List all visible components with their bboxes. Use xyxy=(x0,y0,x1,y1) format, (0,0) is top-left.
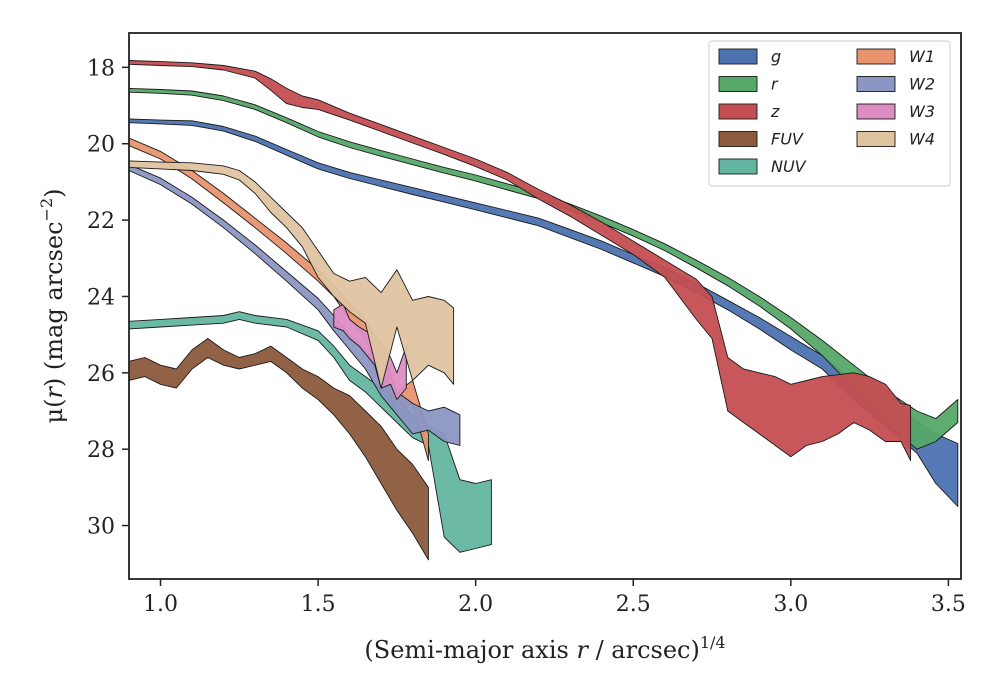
legend-label-g: g xyxy=(771,47,781,66)
legend-swatch-z xyxy=(718,103,758,120)
y-tick-label: 26 xyxy=(87,362,115,387)
legend-label-nuv: NUV xyxy=(771,157,807,176)
band-r xyxy=(129,87,959,450)
band-fuv xyxy=(129,338,429,561)
legend-swatch-w3 xyxy=(856,103,896,120)
legend-label-w4: W4 xyxy=(909,130,935,149)
legend-swatch-fuv xyxy=(718,131,758,147)
band-g xyxy=(129,118,959,507)
x-tick-label: 3.5 xyxy=(931,592,966,617)
band-w1 xyxy=(129,137,429,462)
legend-swatch-w2 xyxy=(856,76,896,92)
legend-label-z: z xyxy=(770,102,780,121)
legend-swatch-g xyxy=(718,48,758,65)
legend-swatch-w4 xyxy=(856,131,896,147)
x-tick-label: 3.0 xyxy=(773,592,808,617)
y-tick-label: 20 xyxy=(87,133,115,158)
y-tick-label: 30 xyxy=(87,515,115,540)
y-axis-label: μ(r) (mag arcsec−2) xyxy=(37,188,68,423)
axis-ticks: 1.0 1.5 2.0 2.5 3.0 3.5 18 20 22 24 26 28 30 xyxy=(87,56,966,617)
y-tick-label: 18 xyxy=(87,56,115,81)
legend-label-r: r xyxy=(771,75,779,94)
legend-label-w2: W2 xyxy=(909,75,935,94)
legend-swatch-nuv xyxy=(718,158,758,175)
legend-swatch-w1 xyxy=(856,48,896,65)
band-w3 xyxy=(333,303,407,400)
legend-swatch-r xyxy=(718,76,758,92)
plot-frame xyxy=(128,32,962,580)
band-z xyxy=(129,60,912,462)
x-tick-label: 1.0 xyxy=(143,592,178,617)
legend: grz FUV NUV W1 W2 W3 W4 xyxy=(708,40,951,187)
x-tick-label: 2.5 xyxy=(616,592,651,617)
y-tick-label: 22 xyxy=(87,209,115,234)
y-tick-label: 24 xyxy=(87,285,115,310)
plot-bands xyxy=(129,60,959,561)
x-axis-label: (Semi-major axis r / arcsec)1/4 xyxy=(364,633,725,664)
x-tick-label: 1.5 xyxy=(301,592,336,617)
legend-label-w1: W1 xyxy=(909,47,935,66)
x-tick-label: 2.0 xyxy=(458,592,493,617)
y-tick-label: 28 xyxy=(87,438,115,463)
band-w4 xyxy=(129,160,455,389)
legend-label-w3: W3 xyxy=(909,102,935,121)
legend-label-fuv: FUV xyxy=(771,130,804,149)
